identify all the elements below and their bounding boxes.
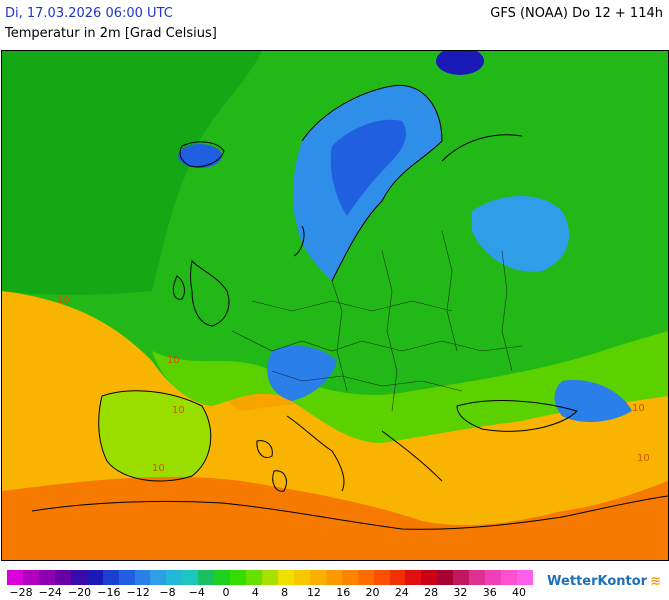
contour-label: 10 xyxy=(637,453,650,464)
legend-swatch xyxy=(150,570,167,585)
contour-label: 10 xyxy=(167,355,180,366)
wetterkontor-logo[interactable]: WetterKontor ≋ xyxy=(547,574,661,589)
header-datetime: Di, 17.03.2026 06:00 UTC xyxy=(5,6,173,21)
temperature-legend xyxy=(7,570,533,585)
legend-swatch xyxy=(118,570,135,585)
header-parameter: Temperatur in 2m [Grad Celsius] xyxy=(5,26,217,41)
legend-tick-label: 12 xyxy=(306,586,321,599)
legend-swatch xyxy=(453,570,470,585)
legend-tick-label: 40 xyxy=(512,586,526,599)
legend-tick-label: −20 xyxy=(67,586,92,599)
legend-swatch xyxy=(7,570,23,585)
legend-swatch xyxy=(38,570,55,585)
legend-swatch xyxy=(214,570,231,585)
legend-tick-label: −8 xyxy=(159,586,176,599)
atlantic-field xyxy=(2,51,262,295)
header-model-run: GFS (NOAA) Do 12 + 114h xyxy=(490,6,663,21)
contour-labels: 10 10 10 10 10 10 xyxy=(57,295,650,474)
legend-swatch xyxy=(134,570,151,585)
coastlines xyxy=(31,84,668,530)
legend-tick-label: −16 xyxy=(97,586,121,599)
legend-tick-label: 0 xyxy=(222,586,230,599)
legend-swatch xyxy=(54,570,71,585)
legend-swatch xyxy=(437,570,454,585)
legend-tick-label: 16 xyxy=(336,586,351,599)
legend-swatch xyxy=(102,570,119,585)
iberia-mild xyxy=(98,390,211,481)
temperature-map[interactable]: 10 10 10 10 10 10 xyxy=(1,50,669,561)
legend-swatch xyxy=(469,570,486,585)
contour-label: 10 xyxy=(172,405,185,416)
legend-swatch xyxy=(405,570,422,585)
legend-swatch xyxy=(230,570,247,585)
legend-swatch xyxy=(357,570,374,585)
borders xyxy=(231,230,523,412)
russia-cold xyxy=(472,196,570,272)
temperature-map-svg: 10 10 10 10 10 10 xyxy=(2,51,668,560)
legend-tick-label: 24 xyxy=(394,586,409,599)
legend-swatch xyxy=(166,570,183,585)
legend-swatch xyxy=(485,570,502,585)
contour-label: 10 xyxy=(57,295,70,306)
legend-swatch xyxy=(22,570,39,585)
alps-cold xyxy=(267,345,337,401)
legend-swatch xyxy=(86,570,103,585)
legend-tick-label: −12 xyxy=(126,586,150,599)
legend-tick-label: 36 xyxy=(482,586,497,599)
legend-tick-label: −28 xyxy=(9,586,33,599)
logo-text: WetterKontor xyxy=(547,574,648,589)
legend-swatch xyxy=(309,570,326,585)
legend-tick-label: 28 xyxy=(424,586,439,599)
legend-swatch xyxy=(262,570,278,585)
legend-swatch xyxy=(70,570,87,585)
contour-label: 10 xyxy=(152,463,165,474)
scandinavia-colder xyxy=(330,119,407,216)
legend-swatch xyxy=(341,570,358,585)
legend-ticks: −28 −24 −20 −16 −12 −8 −4 0 4 8 12 16 20 24 28 32 36 40 xyxy=(7,586,533,600)
legend-tick-label: 8 xyxy=(281,586,289,599)
legend-swatch xyxy=(277,570,294,585)
arctic-cold xyxy=(436,51,484,75)
caucasus-cold xyxy=(554,380,632,423)
legend-tick-label: −4 xyxy=(188,586,205,599)
legend-swatch xyxy=(501,570,517,585)
legend-swatch xyxy=(246,570,262,585)
legend-swatch xyxy=(325,570,342,585)
legend-swatch xyxy=(389,570,406,585)
legend-swatch xyxy=(182,570,199,585)
legend-swatch xyxy=(517,570,533,585)
iceland-cold xyxy=(178,144,222,168)
legend-swatch xyxy=(198,570,215,585)
logo-wave-icon: ≋ xyxy=(650,574,661,589)
legend-swatch xyxy=(373,570,390,585)
legend-tick-label: 20 xyxy=(365,586,380,599)
contour-label: 10 xyxy=(632,403,645,414)
green-belt xyxy=(152,331,668,443)
legend-swatch xyxy=(421,570,438,585)
legend-swatch xyxy=(293,570,310,585)
legend-tick-label: 32 xyxy=(453,586,468,599)
legend-tick-label: −24 xyxy=(38,586,62,599)
legend-tick-label: 4 xyxy=(251,586,259,599)
